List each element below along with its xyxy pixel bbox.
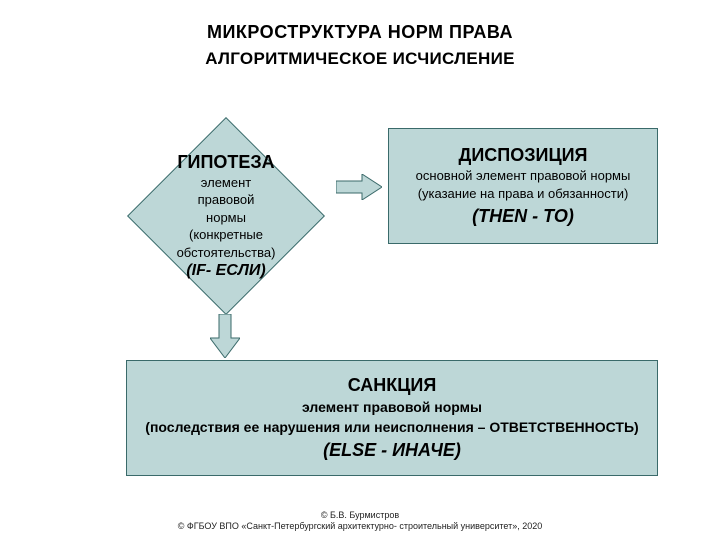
disposition-sub1: основной элемент правовой нормы (416, 168, 631, 184)
hypothesis-sub3: нормы (206, 210, 246, 226)
hypothesis-sub5: обстоятельства) (177, 245, 276, 261)
page-title-block: МИКРОСТРУКТУРА НОРМ ПРАВА АЛГОРИТМИЧЕСКО… (0, 22, 720, 69)
footer-credits: © Б.В. Бурмистров © ФГБОУ ВПО «Санкт-Пет… (0, 510, 720, 533)
hypothesis-code: (IF- ЕСЛИ) (186, 262, 265, 280)
hypothesis-sub2: правовой (198, 192, 255, 208)
title-line-2: АЛГОРИТМИЧЕСКОЕ ИСЧИСЛЕНИЕ (0, 49, 720, 69)
sanction-sub1: элемент правовой нормы (302, 398, 482, 416)
sanction-sub2: (последствия ее нарушения или неисполнен… (145, 418, 638, 436)
hypothesis-sub1: элемент (201, 175, 251, 191)
node-sanction: САНКЦИЯ элемент правовой нормы (последст… (126, 360, 658, 476)
hypothesis-title: ГИПОТЕЗА (177, 152, 274, 173)
node-disposition: ДИСПОЗИЦИЯ основной элемент правовой нор… (388, 128, 658, 244)
hypothesis-text: ГИПОТЕЗА элемент правовой нормы (конкрет… (126, 116, 326, 316)
sanction-code: (ELSE - ИНАЧЕ) (323, 440, 461, 461)
title-line-1: МИКРОСТРУКТУРА НОРМ ПРАВА (0, 22, 720, 43)
disposition-code: (THEN - ТО) (472, 206, 574, 227)
arrow-right-shape (336, 174, 382, 200)
sanction-title: САНКЦИЯ (348, 375, 437, 396)
disposition-sub2: (указание на права и обязанности) (418, 186, 629, 202)
node-hypothesis: ГИПОТЕЗА элемент правовой нормы (конкрет… (126, 116, 326, 316)
footer-line2: © ФГБОУ ВПО «Санкт-Петербургский архитек… (0, 521, 720, 532)
footer-line1: © Б.В. Бурмистров (0, 510, 720, 521)
hypothesis-sub4: (конкретные (189, 227, 263, 243)
disposition-title: ДИСПОЗИЦИЯ (459, 145, 588, 166)
arrow-down-icon (210, 314, 240, 358)
arrow-right-icon (336, 174, 382, 200)
arrow-down-shape (210, 314, 240, 358)
